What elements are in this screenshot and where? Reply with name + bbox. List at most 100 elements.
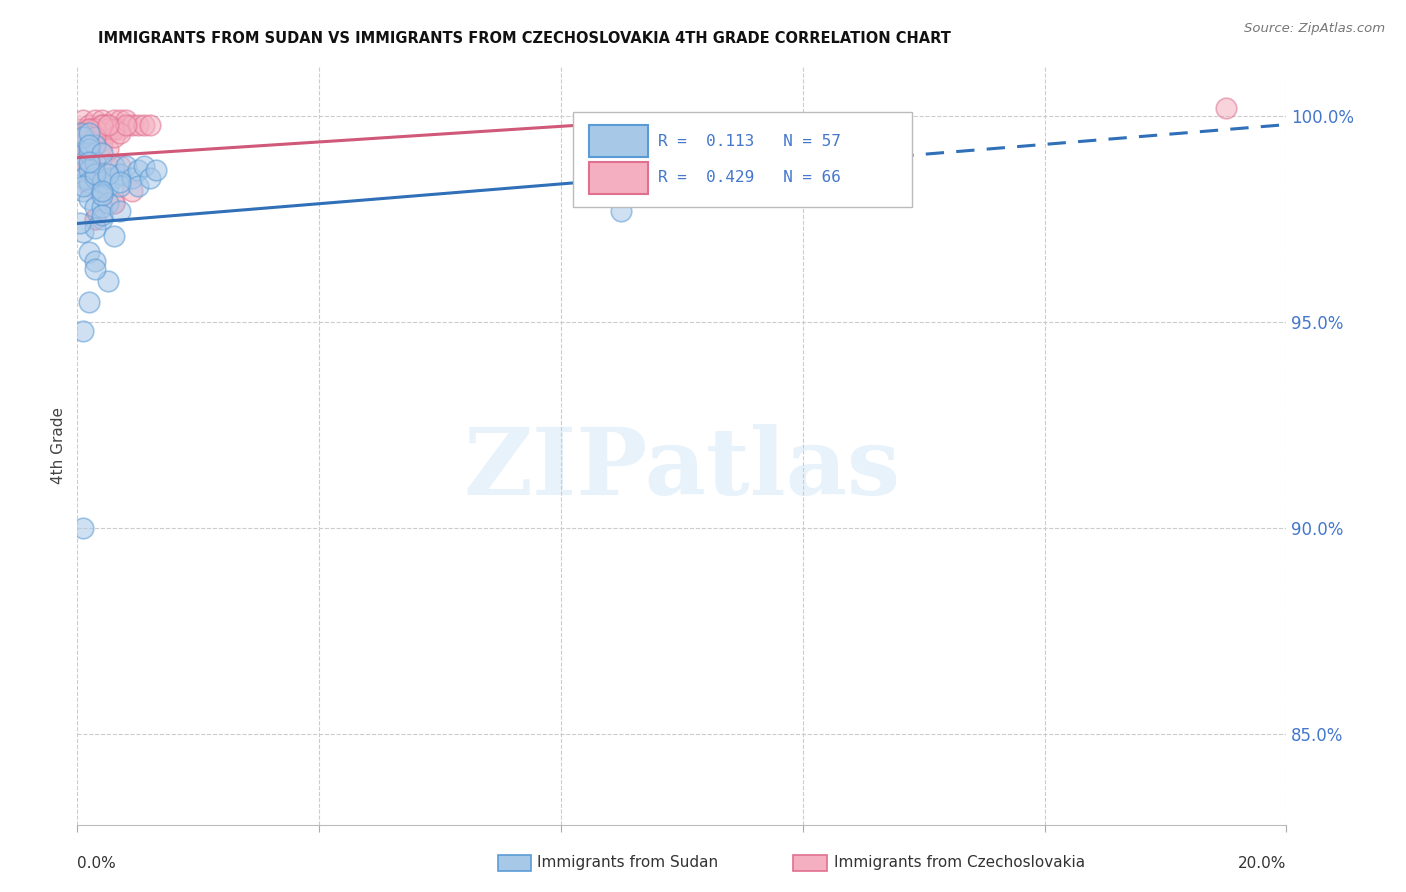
Point (121, 184, 143, 198)
Point (69, 121, 91, 136)
Point (108, 121, 131, 136)
Point (103, 130, 125, 145)
Point (69, 130, 91, 145)
Point (96, 171, 118, 186)
Point (108, 126, 131, 140)
Point (96, 195, 118, 210)
Point (84, 212, 107, 227)
Text: Immigrants from Czechoslovakia: Immigrants from Czechoslovakia (834, 855, 1085, 870)
Point (127, 118, 149, 132)
Point (84, 261, 107, 276)
Text: Source: ZipAtlas.com: Source: ZipAtlas.com (1244, 22, 1385, 36)
Text: Immigrants from Sudan: Immigrants from Sudan (537, 855, 718, 870)
Point (96, 121, 118, 136)
Point (79, 175, 101, 189)
Point (108, 167, 131, 181)
Point (79, 118, 101, 132)
Point (96, 179, 118, 194)
Point (103, 159, 125, 173)
Point (84, 121, 107, 136)
Point (127, 162, 149, 177)
Point (139, 118, 162, 132)
Point (90, 184, 112, 198)
Point (72, 142, 94, 156)
Point (132, 159, 155, 173)
Point (72, 126, 94, 140)
Point (72, 225, 94, 239)
Point (108, 204, 131, 219)
Point (90, 184, 112, 198)
Point (108, 159, 131, 173)
Point (79, 151, 101, 165)
Point (72, 126, 94, 140)
Point (121, 118, 143, 132)
Point (84, 138, 107, 153)
Point (79, 142, 101, 156)
Point (84, 167, 107, 181)
Point (90, 121, 112, 136)
Point (121, 171, 143, 186)
Point (96, 142, 118, 156)
Point (72, 179, 94, 194)
Point (72, 184, 94, 198)
Point (72, 159, 94, 173)
Text: R =  0.429   N = 66: R = 0.429 N = 66 (658, 170, 841, 186)
Point (69, 126, 91, 140)
Point (114, 159, 136, 173)
Text: 0.0%: 0.0% (77, 855, 117, 871)
Point (90, 118, 112, 132)
Point (84, 113, 107, 128)
Text: 20.0%: 20.0% (1239, 855, 1286, 871)
Point (96, 118, 118, 132)
Point (84, 138, 107, 153)
Point (72, 130, 94, 145)
Point (610, 204, 633, 219)
Point (79, 134, 101, 148)
Point (69, 146, 91, 161)
Point (79, 162, 101, 177)
Point (90, 208, 112, 222)
Point (103, 121, 125, 136)
Point (1215, 101, 1237, 115)
Point (72, 138, 94, 153)
Point (79, 294, 101, 309)
Point (103, 121, 125, 136)
Point (90, 200, 112, 214)
Point (84, 130, 107, 145)
Point (90, 171, 112, 186)
Point (103, 195, 125, 210)
Point (90, 175, 112, 189)
Text: R =  0.113   N = 57: R = 0.113 N = 57 (658, 134, 841, 149)
Point (84, 253, 107, 268)
Point (132, 118, 155, 132)
Point (108, 179, 131, 194)
Point (84, 121, 107, 136)
FancyBboxPatch shape (589, 161, 648, 194)
Point (72, 324, 94, 338)
Point (90, 212, 112, 227)
Point (90, 118, 112, 132)
Point (79, 126, 101, 140)
Point (84, 171, 107, 186)
Point (79, 179, 101, 194)
Point (79, 192, 101, 206)
Point (96, 274, 118, 288)
Point (96, 126, 118, 140)
Point (69, 217, 91, 231)
Point (72, 113, 94, 128)
Point (79, 154, 101, 169)
Point (72, 154, 94, 169)
Point (103, 195, 125, 210)
Point (79, 138, 101, 153)
Point (145, 162, 167, 177)
Point (139, 171, 162, 186)
Point (79, 126, 101, 140)
Point (114, 118, 136, 132)
Point (108, 113, 131, 128)
Point (90, 126, 112, 140)
Point (108, 175, 131, 189)
Point (79, 245, 101, 260)
Point (84, 130, 107, 145)
Y-axis label: 4th Grade: 4th Grade (51, 408, 66, 484)
Point (103, 171, 125, 186)
